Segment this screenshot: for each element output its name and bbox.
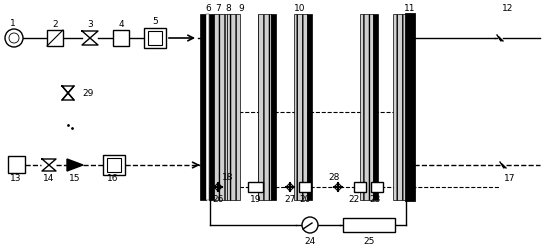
- Text: 22: 22: [348, 194, 359, 203]
- Text: 15: 15: [69, 174, 80, 183]
- Bar: [214, 14, 227, 200]
- Text: 26: 26: [212, 194, 224, 203]
- Text: 20: 20: [299, 194, 311, 203]
- Circle shape: [9, 33, 19, 43]
- Text: 4: 4: [118, 19, 124, 28]
- Bar: [200, 14, 206, 200]
- Text: 1: 1: [10, 18, 16, 27]
- Text: 28: 28: [328, 173, 340, 182]
- Polygon shape: [115, 33, 127, 43]
- Text: 29: 29: [82, 88, 94, 98]
- Text: 19: 19: [250, 194, 262, 203]
- Text: 8: 8: [225, 3, 231, 12]
- Bar: [393, 14, 406, 200]
- Text: 23: 23: [369, 194, 381, 203]
- Text: 2: 2: [52, 19, 58, 28]
- Bar: [227, 14, 240, 200]
- Bar: [113, 30, 129, 46]
- Text: 6: 6: [205, 3, 211, 12]
- Circle shape: [302, 217, 318, 233]
- Bar: [271, 14, 276, 200]
- Bar: [373, 14, 378, 200]
- Bar: [248, 182, 263, 192]
- Polygon shape: [67, 159, 83, 171]
- Bar: [107, 158, 121, 172]
- Bar: [406, 14, 414, 200]
- Bar: [258, 14, 271, 200]
- Text: 12: 12: [503, 3, 514, 12]
- Bar: [206, 14, 209, 200]
- Bar: [8, 156, 25, 173]
- Bar: [209, 14, 214, 200]
- Text: 10: 10: [294, 3, 306, 12]
- Bar: [307, 14, 312, 200]
- Bar: [343, 218, 395, 232]
- Circle shape: [5, 29, 23, 47]
- Bar: [360, 14, 373, 200]
- Bar: [47, 30, 63, 46]
- Text: 25: 25: [363, 237, 375, 246]
- Bar: [294, 14, 307, 200]
- Bar: [144, 28, 166, 48]
- Bar: [371, 182, 383, 192]
- Text: 7: 7: [215, 3, 221, 12]
- Text: 9: 9: [238, 3, 244, 12]
- Text: 17: 17: [504, 174, 516, 183]
- Text: 18: 18: [222, 173, 234, 182]
- Text: 11: 11: [404, 3, 416, 12]
- Bar: [354, 182, 366, 192]
- Text: 13: 13: [10, 174, 22, 183]
- Bar: [148, 31, 162, 45]
- Bar: [299, 182, 311, 192]
- Text: 3: 3: [87, 19, 93, 28]
- Text: 27: 27: [285, 194, 296, 203]
- Bar: [103, 155, 125, 175]
- Text: 24: 24: [304, 237, 316, 246]
- Text: 16: 16: [107, 174, 119, 183]
- Text: 14: 14: [43, 174, 55, 183]
- Text: 5: 5: [152, 16, 158, 25]
